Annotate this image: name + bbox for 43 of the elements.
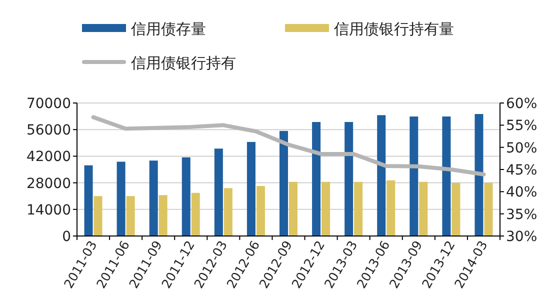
y-tick-label: 14000 bbox=[26, 202, 71, 218]
bar bbox=[344, 122, 354, 236]
bar bbox=[256, 186, 265, 236]
y-tick-label: 42000 bbox=[26, 149, 71, 166]
y-tick-label: 56000 bbox=[26, 122, 71, 139]
bar bbox=[116, 162, 126, 236]
bar bbox=[224, 188, 232, 236]
bar bbox=[182, 157, 190, 236]
bar bbox=[289, 182, 298, 236]
bar bbox=[126, 196, 135, 236]
y2-tick-label: 30% bbox=[506, 229, 538, 245]
bar bbox=[322, 182, 330, 236]
legend-label: 信用债银行持有量 bbox=[334, 20, 454, 38]
y2-tick-label: 40% bbox=[506, 184, 538, 201]
bar bbox=[377, 115, 386, 236]
y2-tick-label: 50% bbox=[506, 140, 538, 156]
legend-label: 信用债存量 bbox=[131, 20, 206, 38]
bar bbox=[442, 116, 451, 236]
bar bbox=[246, 142, 256, 236]
y2-tick-label: 60% bbox=[506, 96, 538, 112]
bar bbox=[386, 180, 396, 236]
legend-label: 信用债银行持有 bbox=[131, 54, 236, 72]
y-tick-label: 28000 bbox=[26, 176, 71, 192]
bar bbox=[419, 182, 428, 236]
bar bbox=[94, 196, 102, 236]
y-tick-label: 70000 bbox=[26, 96, 71, 112]
y2-tick-label: 45% bbox=[506, 162, 538, 178]
bar bbox=[149, 160, 158, 236]
line-series bbox=[91, 115, 486, 176]
bar bbox=[410, 116, 418, 236]
y-tick-label: 0 bbox=[62, 229, 71, 245]
bar bbox=[280, 130, 288, 236]
y2-tick-label: 55% bbox=[506, 118, 538, 134]
bar bbox=[214, 148, 223, 236]
bar bbox=[158, 195, 168, 236]
bar bbox=[484, 182, 493, 236]
y2-tick-label: 35% bbox=[506, 206, 538, 223]
bar bbox=[84, 165, 93, 236]
bar bbox=[354, 182, 363, 236]
bar bbox=[474, 114, 484, 236]
bar bbox=[191, 192, 200, 236]
bar bbox=[452, 182, 460, 236]
bar bbox=[312, 122, 321, 236]
